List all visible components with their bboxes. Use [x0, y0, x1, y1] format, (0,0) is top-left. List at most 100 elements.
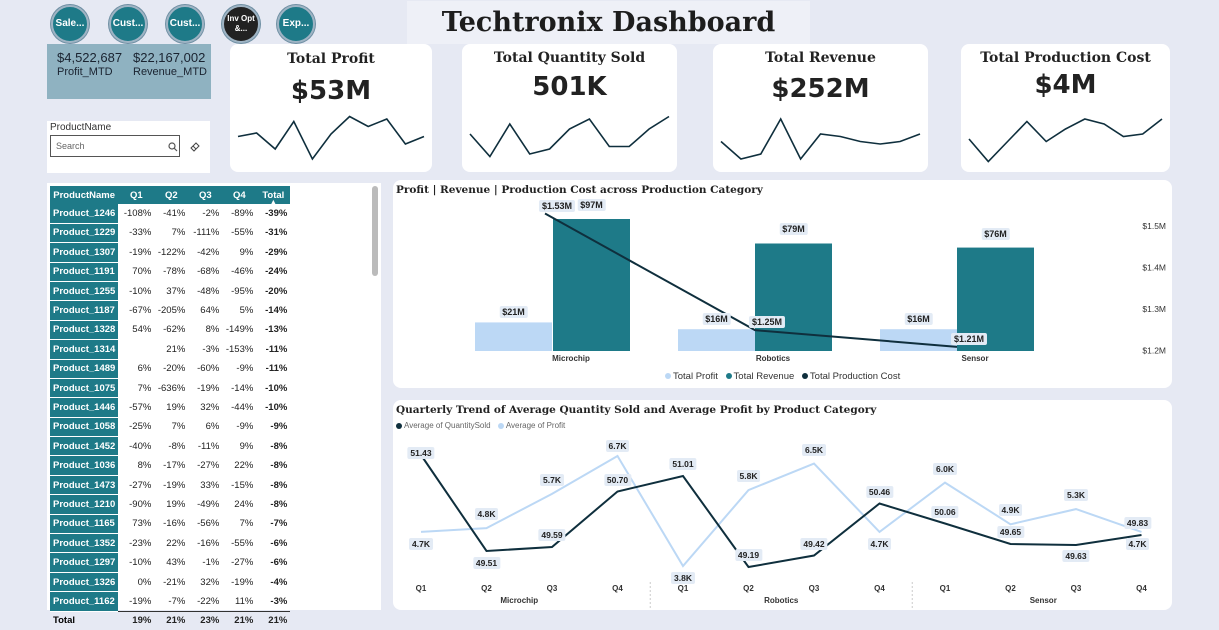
data-label-profit: 4.7K: [1125, 537, 1150, 550]
quarter-cell: -108%: [123, 208, 152, 220]
profit-mtd-value: $4,522,687: [57, 50, 123, 65]
quarter-cell: -7%: [168, 595, 186, 607]
table-row[interactable]: Product_1446 -57% 19% 32% -44% -10%: [50, 397, 290, 418]
quarter-cell: -56%: [197, 518, 220, 530]
table-row[interactable]: Product_1036 8% -17% -27% 22% -8%: [50, 455, 290, 476]
quarter-cell: -44%: [231, 401, 254, 413]
data-label-production-cost: $1.21M: [950, 332, 988, 345]
data-label-profit: $21M: [499, 306, 528, 319]
table-row[interactable]: Product_1328 54% -62% 8% -149% -13%: [50, 320, 290, 341]
bar-total-profit[interactable]: [880, 329, 957, 351]
table-row[interactable]: Product_1246 -108% -41% -2% -89% -39%: [50, 204, 290, 224]
legend-profit-dot: [497, 422, 504, 429]
table-row[interactable]: Product_1326 0% -21% 32% -19% -4%: [50, 572, 290, 593]
x-axis-quarter-label: Q1: [416, 584, 427, 593]
revenue-mtd-value: $22,167,002: [133, 50, 206, 65]
line-average-quantity-sold[interactable]: [420, 454, 1142, 569]
data-label-revenue: $76M: [981, 227, 1010, 240]
profit-mtd-label: Profit_MTD: [57, 66, 113, 78]
quarter-cell: -27%: [231, 557, 254, 569]
quarter-cell: -19%: [231, 576, 254, 588]
table-row[interactable]: Product_1307 -19% -122% -42% 9% -29%: [50, 242, 290, 263]
nav-customer-button[interactable]: Cust...: [109, 5, 147, 43]
table-row[interactable]: Product_1191 70% -78% -68% -46% -24%: [50, 262, 290, 282]
data-label-profit: $16M: [702, 313, 731, 326]
table-row[interactable]: Product_1297 -10% 43% -1% -27% -6%: [50, 552, 290, 573]
data-label-quantity: 49.42: [800, 537, 828, 550]
product-name-cell: Product_1036: [50, 455, 119, 476]
table-row[interactable]: Product_1489 6% -20% -60% -9% -11%: [50, 359, 290, 379]
product-name-cell: Product_1489: [50, 359, 119, 379]
y2-axis-tick-label: $1.3M: [1142, 304, 1166, 314]
product-name-cell: Product_1446: [50, 397, 119, 418]
data-label-quantity: 51.43: [407, 447, 435, 459]
x-axis-quarter-label: Q3: [547, 584, 558, 593]
product-name-cell: Product_1307: [50, 242, 119, 263]
bar-total-profit[interactable]: [678, 329, 755, 351]
data-label-quantity: 49.63: [1062, 550, 1090, 562]
sparkline-path: [968, 118, 1163, 163]
chart-title: Quarterly Trend of Average Quantity Sold…: [396, 404, 877, 416]
nav-sales-button[interactable]: Sale...: [51, 5, 89, 43]
quarter-cell: -48%: [197, 285, 220, 297]
table-row[interactable]: Product_1165 73% -16% -56% 7% -7%: [50, 514, 290, 535]
total-cell: -20%: [265, 285, 288, 297]
table-row[interactable]: Product_1255 -10% 37% -48% -95% -20%: [50, 281, 290, 302]
table-scrollbar[interactable]: [372, 186, 378, 276]
x-axis-quarter-label: Q2: [481, 584, 492, 593]
table-row[interactable]: Product_1352 -23% 22% -16% -55% -6%: [50, 533, 290, 554]
total-label: Total: [50, 610, 119, 630]
line-average-profit[interactable]: [420, 454, 1142, 568]
kpi-card-total-revenue: Total Revenue $252M: [713, 44, 928, 172]
quarter-cell: 7%: [171, 227, 186, 239]
data-label-production-cost: $1.53M: [538, 199, 576, 212]
quarter-cell: -49%: [197, 498, 220, 510]
table-row[interactable]: Product_1229 -33% 7% -111% -55% -31%: [50, 223, 290, 244]
nav-expense-button[interactable]: Exp...: [277, 5, 315, 43]
table-row[interactable]: Product_1075 7% -636% -19% -14% -10%: [50, 378, 290, 399]
bar-total-revenue[interactable]: [553, 219, 630, 351]
column-header-q2[interactable]: Q2: [154, 186, 189, 205]
search-input[interactable]: Search: [50, 135, 180, 157]
nav-label: Exp...: [282, 18, 310, 29]
total-cell: -9%: [270, 421, 288, 433]
total-cell: -39%: [265, 208, 288, 220]
column-header-q1[interactable]: Q1: [118, 186, 155, 205]
product-name-cell: Product_1165: [50, 514, 119, 535]
table-row[interactable]: Product_1187 -67% -205% 64% 5% -14%: [50, 300, 290, 321]
table-row[interactable]: Product_1058 -25% 7% 6% -9% -9%: [50, 417, 290, 438]
quarter-cell: 8%: [205, 324, 220, 336]
quarter-cell: -55%: [231, 537, 254, 549]
quarter-cell: -22%: [197, 595, 220, 607]
eraser-icon[interactable]: [189, 140, 201, 152]
nav-inventory-button[interactable]: Inv Opt &...: [222, 5, 260, 43]
table-total-row: Total 19% 21% 23% 21% 21%: [50, 610, 291, 630]
nav-customer-2-button[interactable]: Cust...: [166, 5, 204, 43]
column-header-total[interactable]: Total ▲: [256, 186, 291, 206]
quarter-cell: 11%: [235, 595, 254, 607]
table-row[interactable]: Product_1162 -19% -7% -22% 11% -3%: [50, 591, 290, 612]
data-label-quantity: 49.59: [538, 529, 566, 541]
x-axis-quarter-label: Q1: [678, 584, 689, 593]
total-cell: -24%: [265, 266, 288, 278]
quarter-cell: -57%: [129, 401, 152, 413]
x-axis-category-label: Robotics: [756, 354, 791, 363]
y2-axis-tick-label: $1.2M: [1142, 346, 1166, 356]
column-header-productname[interactable]: ProductName: [50, 186, 119, 205]
sparkline: [237, 115, 425, 161]
total-value: 21%: [154, 610, 189, 630]
quarter-cell: -46%: [231, 266, 254, 278]
data-label-revenue: $79M: [779, 223, 808, 236]
bar-total-profit[interactable]: [475, 322, 552, 351]
table-row[interactable]: Product_1210 -90% 19% -49% 24% -8%: [50, 494, 290, 515]
sparkline: [968, 118, 1163, 163]
quarter-cell: 9%: [239, 440, 254, 452]
column-header-q4[interactable]: Q4: [222, 186, 257, 205]
line-production-cost[interactable]: [544, 212, 958, 348]
quarter-cell: -10%: [129, 285, 152, 297]
column-header-q3[interactable]: Q3: [188, 186, 223, 205]
table-row[interactable]: Product_1452 -40% -8% -11% 9% -8%: [50, 436, 290, 457]
table-row[interactable]: Product_1314 21% -3% -153% -11%: [50, 339, 290, 360]
table-row[interactable]: Product_1473 -27% -19% 33% -15% -8%: [50, 475, 290, 496]
x-axis-quarter-label: Q4: [874, 584, 885, 593]
